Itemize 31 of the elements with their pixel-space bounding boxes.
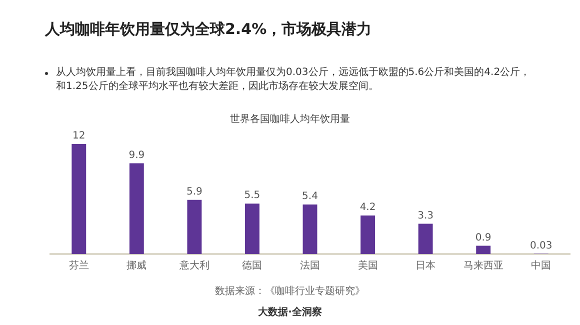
data-label: 9.9 bbox=[128, 150, 145, 161]
x-tick-label: 中国 bbox=[531, 260, 552, 272]
x-tick-label: 芬兰 bbox=[68, 260, 89, 272]
x-tick-label: 意大利 bbox=[178, 260, 210, 272]
bar bbox=[476, 246, 491, 254]
data-label: 5.4 bbox=[302, 191, 318, 202]
bar bbox=[245, 204, 260, 254]
chart-subtitle: 从人均饮用量上看，目前我国咖啡人均年饮用量仅为0.03公斤，远远低于欧盟的5.6公斤和美国的4.2公斤，和1.25公斤的全球平均水平也有较大差距，因此市场存在较大发展空间。 bbox=[56, 66, 532, 94]
bar bbox=[360, 216, 375, 254]
x-tick-label: 德国 bbox=[242, 260, 262, 272]
data-label: 0.9 bbox=[475, 232, 492, 244]
data-label: 4.2 bbox=[360, 202, 376, 214]
data-label: 12 bbox=[72, 130, 86, 142]
data-label: 5.9 bbox=[186, 186, 202, 198]
x-tick-label: 挪威 bbox=[126, 260, 147, 272]
bar bbox=[418, 224, 433, 254]
bar bbox=[187, 200, 202, 254]
data-label: 0.03 bbox=[530, 240, 552, 252]
source-note: 数据来源：《咖啡行业专题研究》 bbox=[214, 284, 366, 298]
text: 世界各国咖啡人均年饮用量 bbox=[229, 112, 351, 126]
bar bbox=[72, 144, 86, 254]
text: 大数据·全洞察 bbox=[257, 306, 323, 319]
bar bbox=[129, 163, 144, 254]
x-tick-label: 日本 bbox=[416, 260, 436, 272]
data-label: 3.3 bbox=[418, 210, 434, 222]
x-tick-label: 美国 bbox=[358, 260, 378, 272]
x-tick-label: 马来西亚 bbox=[463, 260, 504, 272]
x-tick-label: 法国 bbox=[300, 260, 320, 272]
bar bbox=[302, 204, 318, 254]
chart-title: 人均咖啡年饮用量仅为全球2.4%，市场极具潜力 bbox=[45, 20, 372, 39]
data-label: 5.5 bbox=[244, 190, 260, 202]
